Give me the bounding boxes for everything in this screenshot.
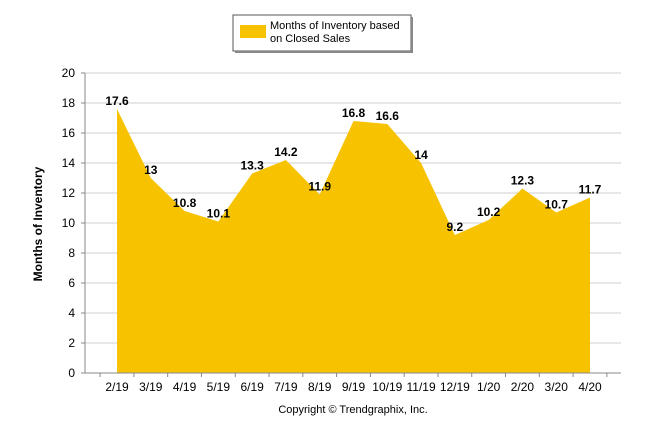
y-tick-label: 8	[68, 246, 75, 260]
legend-shadow-bottom	[235, 51, 413, 53]
x-tick-label: 1/20	[477, 380, 501, 394]
data-labels: 17.6 13 10.8 10.1 13.3 14.2 11.9 16.8 16.6 14 9.2 1…	[105, 94, 601, 234]
x-tick-label: 7/19	[274, 380, 298, 394]
footer-copyright: Copyright © Trendgraphix, Inc.	[278, 404, 427, 416]
data-label: 11.9	[308, 180, 331, 194]
x-tick-label: 12/19	[440, 380, 470, 394]
data-label: 17.6	[105, 94, 129, 108]
y-tick-label: 18	[62, 96, 76, 110]
y-tick-label: 14	[62, 156, 76, 170]
x-tick-label: 5/19	[207, 380, 231, 394]
legend-shadow-right	[411, 17, 413, 53]
legend-line-2: on Closed Sales	[270, 33, 351, 45]
data-label: 16.6	[376, 109, 400, 123]
x-tick-label: 2/19	[105, 380, 129, 394]
y-tick-label: 0	[68, 366, 75, 380]
y-tick-label: 6	[68, 276, 75, 290]
data-label: 11.7	[579, 183, 602, 197]
x-tick-label: 6/19	[240, 380, 264, 394]
data-label: 10.1	[207, 207, 231, 221]
data-label: 14	[414, 148, 428, 162]
x-tick-label: 2/20	[511, 380, 535, 394]
data-label: 16.8	[342, 106, 366, 120]
data-label: 13	[144, 163, 158, 177]
data-label: 13.3	[240, 159, 264, 173]
y-tick-label: 16	[62, 126, 76, 140]
y-tick-label: 2	[68, 336, 75, 350]
data-label: 14.2	[274, 145, 298, 159]
x-tick-label: 9/19	[342, 380, 366, 394]
data-label: 12.3	[511, 174, 535, 188]
legend-line-1: Months of Inventory based	[270, 20, 400, 32]
x-tick-labels: 2/19 3/19 4/19 5/19 6/19 7/19 8/19 9/19 10/19 11/…	[99, 373, 608, 394]
series-area	[117, 109, 590, 373]
legend-swatch	[240, 25, 266, 38]
x-tick-label: 4/19	[173, 380, 197, 394]
y-tick-label: 20	[62, 66, 76, 80]
data-label: 9.2	[447, 220, 464, 234]
y-tick-label: 12	[62, 186, 76, 200]
x-tick-label: 8/19	[308, 380, 332, 394]
x-tick-label: 3/19	[139, 380, 163, 394]
x-tick-label: 11/19	[407, 380, 436, 394]
x-tick-label: 10/19	[372, 380, 402, 394]
x-tick-label: 3/20	[545, 380, 569, 394]
area-layer	[117, 109, 590, 373]
data-label: 10.7	[545, 198, 569, 212]
y-axis-label: Months of Inventory	[31, 166, 45, 281]
x-tick-label: 4/20	[578, 380, 602, 394]
data-label: 10.2	[477, 205, 501, 219]
y-tick-label: 10	[62, 216, 76, 230]
y-tick-labels: 0 2 4 6 8 10 12 14 16 18 20	[62, 66, 85, 380]
y-tick-label: 4	[68, 306, 75, 320]
data-label: 10.8	[173, 196, 197, 210]
legend: Months of Inventory based on Closed Sale…	[232, 14, 413, 53]
